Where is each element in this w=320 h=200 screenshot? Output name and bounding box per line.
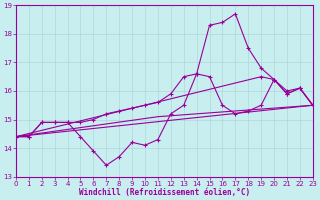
X-axis label: Windchill (Refroidissement éolien,°C): Windchill (Refroidissement éolien,°C) [79,188,250,197]
